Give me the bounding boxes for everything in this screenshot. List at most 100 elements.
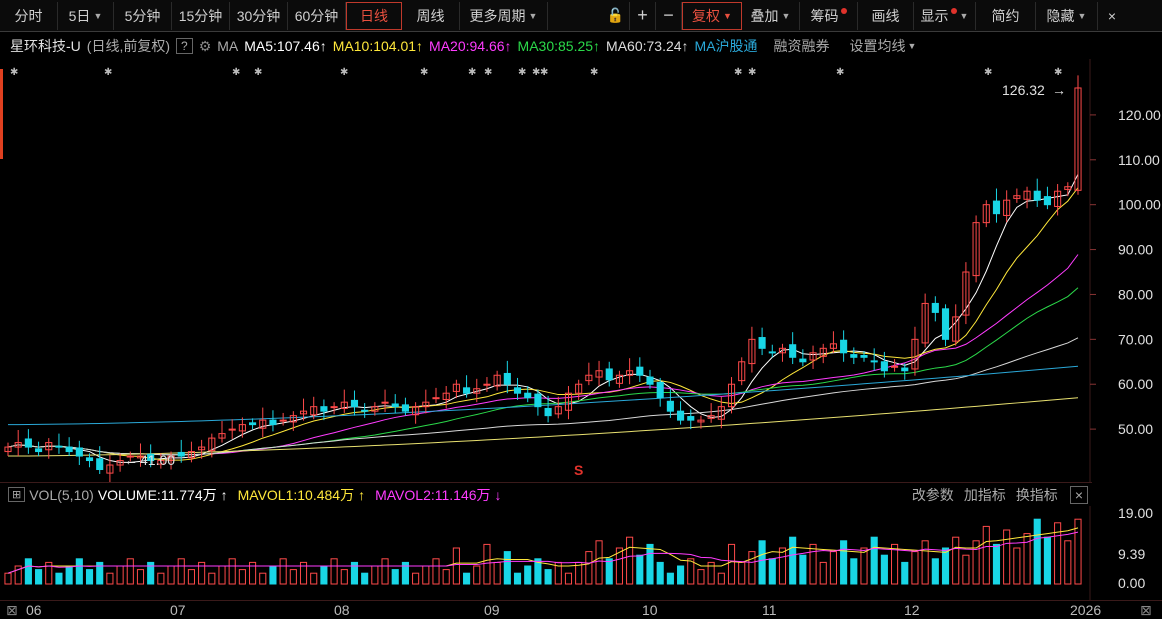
candle	[116, 460, 124, 466]
event-mark-icon[interactable]: ✱	[748, 67, 756, 78]
volume-bar	[921, 540, 929, 585]
period-5day[interactable]: 5日 ▼	[58, 1, 114, 30]
chips-button[interactable]: 筹码	[800, 1, 858, 30]
simple-button[interactable]: 简约	[976, 1, 1036, 30]
ma-setting-button[interactable]: 设置均线	[849, 38, 906, 54]
candle	[1064, 186, 1072, 190]
edit-param-button[interactable]: 改参数	[911, 486, 954, 503]
candlestick-chart[interactable]: 120.00 110.00 100.00 90.00 80.00 70.00 60.00 50…	[0, 59, 1162, 482]
draw-button[interactable]: 画线	[858, 1, 914, 30]
display-button[interactable]: 显示 ▼	[914, 1, 976, 30]
candle	[687, 416, 695, 421]
volume-bar	[269, 565, 277, 585]
volume-bar	[96, 561, 104, 585]
period-60min[interactable]: 60分钟	[288, 1, 346, 30]
candle	[595, 370, 603, 378]
candle	[218, 433, 226, 439]
volume-legend-bar: ⊞ VOL(5,10) VOLUME:11.774万 ↑ MAVOL1:10.48…	[0, 482, 1092, 506]
volume-bar	[809, 543, 817, 585]
volume-bar	[727, 543, 736, 585]
margin-trading-link[interactable]: 融资融券	[773, 38, 830, 54]
candle	[697, 419, 705, 423]
candle	[921, 302, 929, 344]
candle	[544, 407, 552, 417]
event-mark-icon[interactable]: ✱	[254, 67, 262, 78]
close-icon[interactable]: ×	[1107, 7, 1117, 24]
event-mark-icon[interactable]: ✱	[734, 67, 742, 78]
ma250-line	[7, 397, 1079, 457]
switch-indicator-button[interactable]: 换指标	[1015, 486, 1058, 503]
event-mark-icon[interactable]: ✱	[484, 67, 492, 78]
volume-bar	[992, 543, 1001, 585]
candle	[45, 442, 53, 451]
candle	[340, 401, 348, 409]
event-mark-icon[interactable]: ✱	[104, 67, 112, 78]
event-mark-icon[interactable]: ✱	[590, 67, 598, 78]
volume-bar	[85, 569, 94, 585]
volume-bar	[717, 572, 725, 585]
volume-chart[interactable]: 19.00 9.39 0.00	[0, 506, 1162, 600]
ma20-value: MA20:94.66	[429, 38, 505, 54]
scroll-left-icon[interactable]: ⊠	[6, 602, 18, 618]
help-icon[interactable]: ?	[176, 38, 193, 54]
zoom-out-icon[interactable]: −	[656, 1, 682, 30]
period-more[interactable]: 更多周期 ▼	[460, 1, 548, 30]
candle	[778, 347, 787, 354]
volume-bar	[65, 565, 73, 585]
candle	[432, 397, 440, 400]
period-daily[interactable]: 日线	[346, 1, 402, 30]
ma5-value: MA5:107.46	[244, 38, 320, 54]
overlay-button[interactable]: 叠加 ▼	[742, 1, 800, 30]
chevron-down-icon: ▼	[528, 10, 538, 21]
event-mark-icon[interactable]: ✱	[420, 67, 428, 78]
volume-bar	[167, 565, 175, 585]
event-mark-icon[interactable]: ✱	[532, 67, 540, 78]
event-mark-icon[interactable]: ✱	[1054, 67, 1062, 78]
event-mark-icon[interactable]: ✱	[540, 67, 548, 78]
volume-bar	[615, 547, 623, 585]
event-mark-icon[interactable]: ✱	[232, 67, 240, 78]
candle	[646, 376, 654, 385]
period-30min[interactable]: 30分钟	[230, 1, 288, 30]
lock-icon[interactable]: 🔓	[602, 1, 630, 30]
arrow-up-icon: ↑	[504, 38, 512, 54]
volume-bar	[901, 561, 909, 585]
zoom-in-icon[interactable]: +	[630, 1, 656, 30]
volume-bar	[646, 543, 654, 585]
candle	[238, 424, 246, 432]
candle	[75, 447, 83, 457]
volume-bar	[707, 561, 715, 585]
scroll-right-icon[interactable]: ⊠	[1140, 602, 1152, 618]
hide-button[interactable]: 隐藏 ▼	[1036, 1, 1098, 30]
volume-bar	[361, 572, 369, 585]
candle	[666, 400, 674, 412]
volume-bar	[789, 536, 797, 585]
price-axis: 120.00 110.00 100.00 90.00 80.00 70.00 60.00 50…	[1090, 107, 1161, 437]
event-mark-icon[interactable]: ✱	[340, 67, 348, 78]
volume-bar	[840, 540, 848, 585]
add-indicator-button[interactable]: 加指标	[963, 486, 1006, 503]
event-mark-icon[interactable]: ✱	[10, 67, 18, 78]
period-15min[interactable]: 15分钟	[172, 1, 230, 30]
collapse-icon[interactable]: ⊞	[8, 487, 26, 502]
event-s-marker[interactable]: S	[574, 462, 583, 478]
period-fenshi[interactable]: 分时	[0, 1, 58, 30]
event-mark-icon[interactable]: ✱	[468, 67, 476, 78]
volume-bar	[585, 551, 593, 585]
fuquan-button[interactable]: 复权 ▼	[682, 1, 742, 30]
close-icon[interactable]: ×	[1069, 485, 1088, 504]
volume-bar	[55, 572, 63, 585]
hgt-link[interactable]: MA沪股通	[694, 38, 758, 54]
period-5min[interactable]: 5分钟	[114, 1, 172, 30]
event-mark-icon[interactable]: ✱	[984, 67, 992, 78]
gear-icon[interactable]: ⚙	[198, 37, 212, 54]
period-weekly[interactable]: 周线	[402, 1, 460, 30]
volume-bar	[432, 558, 440, 585]
vol-tick: 0.00	[1118, 575, 1145, 591]
event-mark-icon[interactable]: ✱	[836, 67, 844, 78]
candle	[126, 455, 134, 458]
price-tick: 60.00	[1118, 376, 1153, 392]
candle	[1023, 190, 1031, 200]
volume-bar	[524, 565, 532, 585]
event-mark-icon[interactable]: ✱	[518, 67, 526, 78]
